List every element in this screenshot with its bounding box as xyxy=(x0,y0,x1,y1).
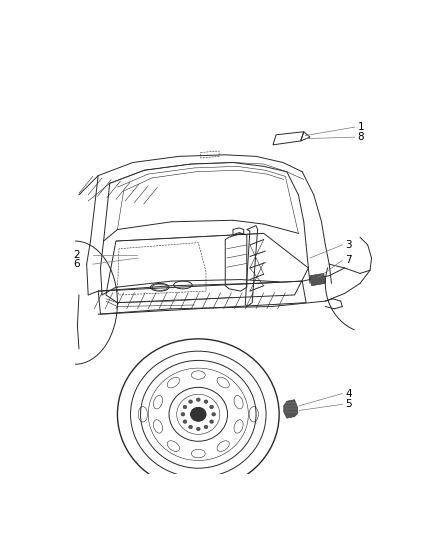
Ellipse shape xyxy=(183,405,187,409)
Text: 6: 6 xyxy=(73,259,79,269)
Text: 5: 5 xyxy=(346,399,352,409)
Polygon shape xyxy=(310,273,325,286)
Text: 2: 2 xyxy=(73,250,79,260)
Ellipse shape xyxy=(189,400,193,403)
Polygon shape xyxy=(284,400,298,418)
Ellipse shape xyxy=(204,400,208,403)
Ellipse shape xyxy=(210,405,214,409)
Ellipse shape xyxy=(210,420,214,423)
Ellipse shape xyxy=(189,425,193,429)
Ellipse shape xyxy=(204,425,208,429)
Ellipse shape xyxy=(212,413,215,416)
Ellipse shape xyxy=(183,420,187,423)
Text: 1: 1 xyxy=(358,122,364,132)
Ellipse shape xyxy=(196,398,200,401)
Ellipse shape xyxy=(191,407,206,421)
Text: 7: 7 xyxy=(346,255,352,265)
Text: 4: 4 xyxy=(346,389,352,399)
Ellipse shape xyxy=(196,427,200,431)
Text: 3: 3 xyxy=(346,240,352,250)
Ellipse shape xyxy=(181,413,185,416)
Text: 8: 8 xyxy=(358,132,364,142)
